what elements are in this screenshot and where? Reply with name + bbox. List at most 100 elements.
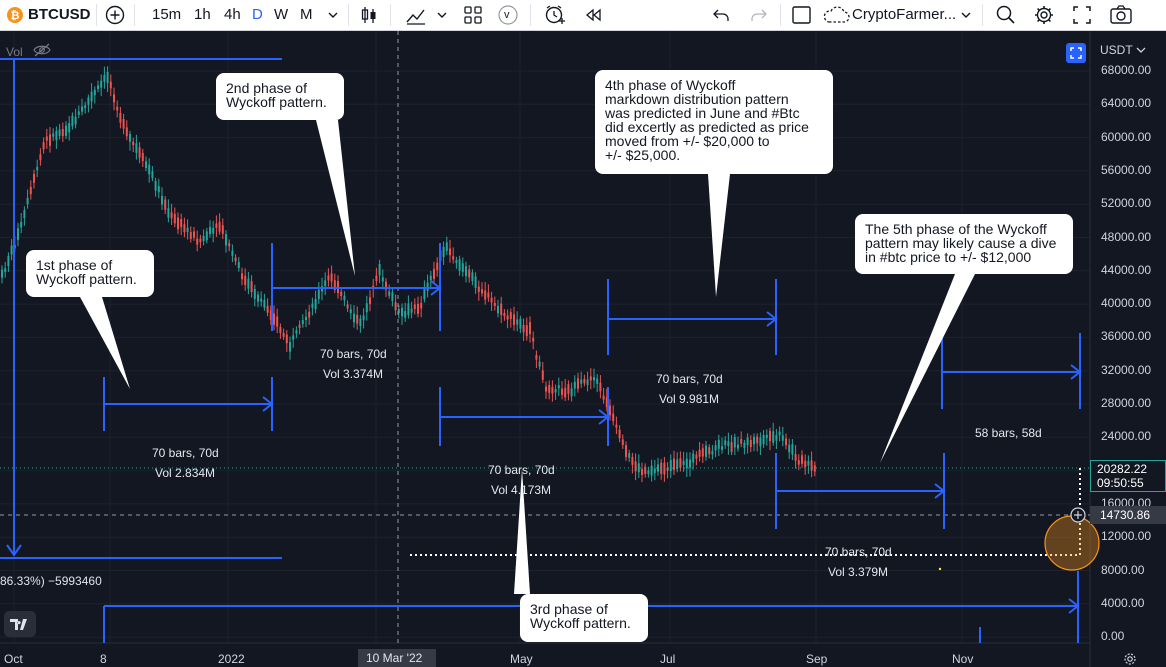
callout-phase-3[interactable]: 3rd phase of Wyckoff pattern. — [520, 594, 648, 642]
candle-body — [538, 361, 541, 367]
time-axis-label: 8 — [100, 652, 107, 666]
candle-body — [676, 459, 679, 470]
candle-body — [708, 447, 711, 455]
measure-5-bars: 70 bars, 70d — [825, 545, 892, 559]
candle-body — [458, 259, 461, 271]
candle-body — [391, 292, 394, 301]
camera-icon[interactable] — [1108, 0, 1134, 30]
candle-body — [385, 281, 387, 290]
candle-body — [81, 106, 83, 112]
candle-body — [692, 453, 695, 463]
candle-body — [193, 231, 195, 238]
candle-body — [775, 434, 778, 441]
candle-body — [449, 248, 451, 256]
alert-icon[interactable] — [542, 0, 568, 30]
candle-body — [301, 320, 304, 325]
search-icon[interactable] — [994, 0, 1018, 30]
candle-body — [762, 435, 765, 445]
candle-body — [10, 245, 13, 255]
candle-body — [749, 440, 752, 448]
candle-body — [29, 186, 32, 195]
replay-icon[interactable] — [582, 0, 604, 30]
candle-body — [180, 219, 183, 228]
symbol-search[interactable]: BTCUSD — [28, 6, 91, 23]
price-axis-label: 44000.00 — [1101, 262, 1152, 277]
measure-3-vol: Vol 4.173M — [491, 483, 552, 497]
candle-body — [135, 143, 138, 153]
phase3-arrow-arrowhead — [598, 409, 610, 425]
price-axis-label: 52000.00 — [1101, 196, 1152, 211]
indicators-dropdown-icon[interactable] — [436, 0, 448, 30]
interval-m[interactable]: M — [300, 6, 313, 23]
add-compare-icon[interactable] — [104, 0, 126, 30]
candle-body — [445, 242, 448, 251]
phase5-arrow-arrowhead — [934, 483, 946, 499]
price-axis-label: 36000.00 — [1101, 329, 1152, 344]
candle-body — [394, 302, 397, 311]
currency-selector[interactable]: USDT — [1100, 43, 1133, 57]
candle-body — [535, 354, 538, 360]
tradingview-logo-icon[interactable] — [4, 611, 36, 637]
candle-body — [365, 303, 368, 313]
candle-body — [74, 116, 77, 125]
interval-4h[interactable]: 4h — [224, 6, 241, 23]
candle-body — [212, 227, 215, 234]
countdown-value: 09:50:55 — [1097, 476, 1144, 490]
candle-body — [61, 129, 64, 137]
fullscreen-toggle-icon[interactable] — [790, 0, 812, 30]
candle-body — [554, 389, 557, 393]
candle-body — [349, 309, 352, 314]
candle-body — [567, 384, 570, 394]
interval-dropdown-icon[interactable] — [327, 0, 339, 30]
candle-body — [769, 430, 771, 442]
callout-phase-4[interactable]: 4th phase of Wyckoff markdown distributi… — [595, 70, 833, 174]
candle-body — [407, 303, 410, 316]
measure-2-vol: Vol 3.374M — [323, 367, 384, 381]
candle-body — [317, 289, 320, 299]
candle-body — [756, 436, 759, 444]
compare-badge[interactable] — [496, 0, 520, 30]
candle-body — [404, 311, 407, 318]
layout-name[interactable]: CryptoFarmer... — [852, 6, 957, 23]
candle-body — [244, 275, 247, 285]
interval-d[interactable]: D — [252, 6, 263, 23]
chart-pane[interactable]: Vol USDT 68000.00 64000.00 60000.00 56000.0… — [0, 31, 1166, 667]
interval-15m[interactable]: 15m — [152, 6, 182, 23]
candle-body — [653, 468, 656, 474]
fullscreen-icon[interactable] — [1070, 0, 1094, 30]
candle-body — [644, 466, 647, 475]
candle-body — [215, 223, 218, 228]
chart-canvas[interactable] — [0, 31, 1166, 667]
price-axis-label: 56000.00 — [1101, 162, 1152, 177]
candle-body — [164, 199, 167, 210]
candle-body — [541, 370, 544, 380]
candle-body — [289, 342, 291, 352]
candle-body — [727, 441, 730, 446]
candle-body — [295, 330, 298, 334]
crosshair-price-value: 14730.86 — [1100, 508, 1151, 522]
candle-body — [330, 273, 333, 282]
candle-body — [701, 448, 704, 457]
undo-icon[interactable] — [710, 0, 732, 30]
interval-w[interactable]: W — [274, 6, 289, 23]
indicators-icon[interactable] — [404, 0, 428, 30]
volume-legend-label: Vol — [6, 45, 23, 59]
candles-style-icon[interactable] — [358, 0, 380, 30]
layout-dropdown-icon[interactable] — [960, 0, 972, 30]
interval-1h[interactable]: 1h — [194, 6, 211, 23]
candle-body — [695, 454, 698, 459]
redo-icon[interactable] — [748, 0, 770, 30]
candle-body — [522, 325, 525, 333]
candle-body — [129, 134, 131, 142]
candle-body — [801, 455, 803, 464]
candle-body — [609, 405, 611, 416]
candle-body — [705, 445, 707, 457]
gear-icon[interactable] — [1032, 0, 1056, 30]
callout-phase-5[interactable]: The 5th phase of the Wyckoff pattern may… — [855, 214, 1073, 274]
candle-body — [714, 445, 717, 451]
templates-icon[interactable] — [462, 0, 484, 30]
callout-phase-1[interactable]: 1st phase of Wyckoff pattern. — [26, 250, 154, 297]
candle-body — [205, 231, 208, 241]
callout-phase-2[interactable]: 2nd phase of Wyckoff pattern. — [216, 73, 344, 120]
candle-body — [737, 444, 739, 449]
